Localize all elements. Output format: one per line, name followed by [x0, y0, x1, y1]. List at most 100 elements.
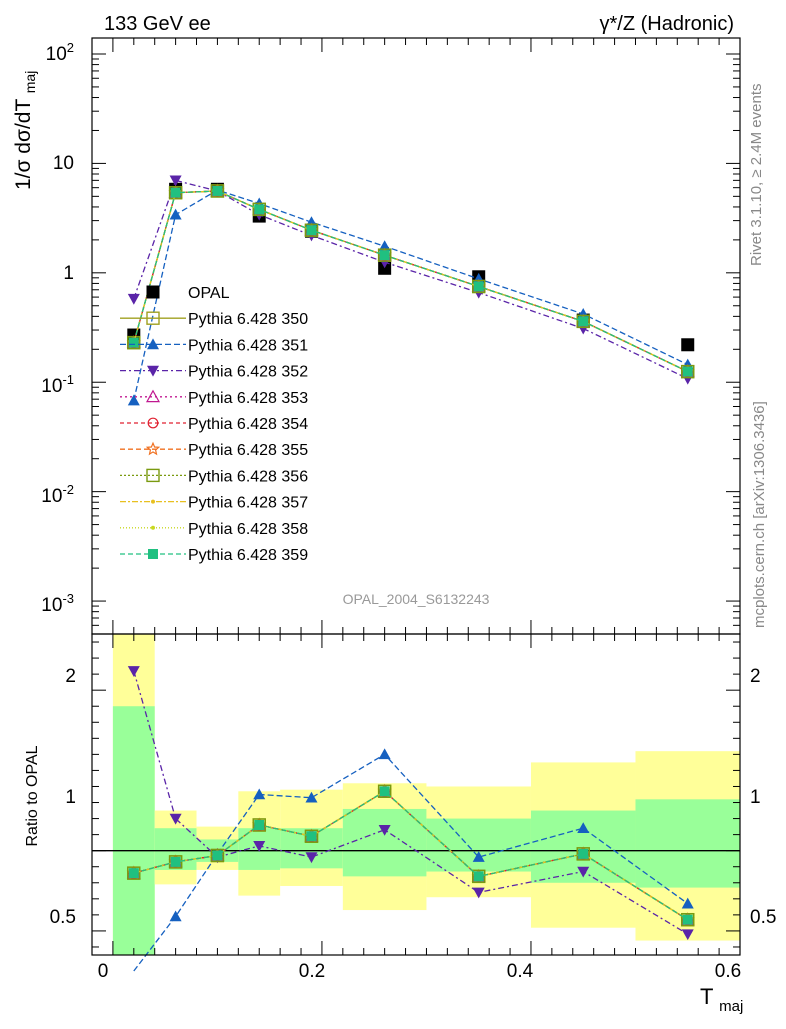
ytick-1e-3-exp: -3 [62, 591, 74, 606]
ratio-point-2-8 [681, 929, 694, 941]
ratio-line-1 [133, 753, 689, 972]
xlabel-sub: maj [719, 998, 743, 1015]
ratio-y-ticklabels: 0.5 1 2 0.5 1 2 [50, 666, 777, 928]
ytick-1e-1-base: 10 [41, 376, 62, 397]
ratio-ylabel: Ratio to OPAL [24, 745, 41, 846]
main-ylabel-main: 1/σ dσ/dT [12, 99, 35, 190]
main-point-7-5 [377, 248, 392, 262]
main-frame [91, 37, 741, 635]
ratio-point-9-6 [473, 871, 484, 882]
main-point-7-8 [681, 364, 695, 379]
ratio-point-9-4 [306, 831, 317, 842]
rtick-right-2: 2 [750, 666, 761, 687]
ratio-line-2 [133, 670, 689, 935]
ratio-point-1-1 [169, 910, 182, 922]
main-point-2-7 [577, 308, 590, 319]
ratio-point-6-2 [210, 848, 225, 863]
main-ylabel: 1/σ dσ/dT maj [12, 71, 38, 190]
rtick-right-0.5: 0.5 [750, 907, 776, 928]
ytick-1e-3: 10-3 [41, 591, 74, 616]
ratio-frame [91, 633, 741, 956]
ratio-point-6-1 [168, 855, 183, 869]
ratio-point-1-5 [378, 748, 391, 760]
ratio-point-6-5 [377, 784, 392, 798]
ratio-panel [92, 634, 740, 972]
legend-label-0: OPAL [188, 285, 230, 302]
ratio-point-1-3 [253, 788, 266, 800]
ytick-1e-2-base: 10 [41, 486, 62, 507]
main-point-3-1 [169, 175, 182, 187]
legend-marker-5 [147, 417, 159, 429]
main-point-10-1 [170, 187, 181, 198]
analysis-watermark: OPAL_2004_S6132243 [343, 591, 490, 607]
ytick-1e-1-exp: -1 [62, 372, 74, 387]
ratio-point-9-2 [212, 850, 223, 861]
main-point-7-4 [304, 223, 319, 237]
ratio-point-6-4 [304, 829, 319, 843]
ratio-point-6-3 [252, 818, 266, 832]
main-point-7-3 [252, 202, 266, 217]
legend-label-9: Pythia 6.428 358 [188, 521, 308, 538]
ytick-1e-2-exp: -2 [62, 482, 74, 497]
main-point-10-7 [578, 316, 589, 327]
ratio-point-9-1 [170, 856, 181, 867]
ratio-point-2-1 [169, 813, 182, 825]
main-line-3 [133, 179, 688, 380]
ratio-point-2-6 [472, 887, 485, 899]
ratio-point-6-7 [576, 847, 590, 861]
legend-label-10: Pythia 6.428 359 [188, 547, 308, 564]
ratio-point-1-7 [577, 822, 590, 834]
ytick-10: 10 [53, 153, 74, 174]
xlabel: T maj [700, 984, 743, 1015]
main-point-10-2 [212, 185, 223, 196]
xtick-0.6: 0.6 [715, 961, 741, 982]
ytick-1e-3-base: 10 [41, 595, 62, 616]
ratio-point-2-7 [577, 866, 590, 878]
ratio-point-2-0 [127, 666, 140, 677]
main-point-10-3 [254, 204, 265, 215]
main-point-10-5 [379, 250, 390, 261]
ratio-point-6-6 [472, 869, 486, 884]
main-point-10-4 [306, 225, 317, 236]
xtick-0.2: 0.2 [299, 961, 325, 982]
main-panel [126, 175, 695, 406]
main-point-7-7 [576, 314, 590, 329]
ratio-point-1-4 [305, 791, 318, 803]
legend-label-7: Pythia 6.428 356 [188, 468, 308, 485]
ytick-1e-1: 10-1 [41, 372, 74, 397]
ratio-point-6-0 [127, 866, 141, 880]
xtick-0.4: 0.4 [507, 961, 534, 982]
rtick-left-2: 2 [65, 666, 76, 687]
main-point-2-0 [127, 394, 140, 406]
legend-marker-3 [147, 365, 159, 377]
main-point-7-0 [127, 335, 141, 350]
ratio-point-2-3 [253, 841, 266, 852]
legend-marker-10 [148, 549, 158, 559]
axis-ticks [92, 38, 741, 955]
main-point-7-2 [210, 184, 225, 198]
legend-marker-2 [147, 338, 159, 350]
main-line-9 [133, 190, 688, 373]
legend-marker-1 [146, 311, 160, 325]
ratio-point-6-8 [681, 912, 695, 927]
legend-marker-0 [146, 285, 160, 299]
ratio-point-1-8 [681, 897, 694, 909]
ytick-1e-2: 10-2 [41, 482, 74, 507]
mcplots-note: mcplots.cern.ch [arXiv:1306.3436] [751, 401, 768, 628]
legend-label-5: Pythia 6.428 354 [188, 416, 308, 433]
inner-band-5 [342, 808, 427, 877]
legend-marker-6 [145, 441, 161, 456]
ytick-1e2: 102 [46, 40, 74, 65]
ratio-line-9 [133, 790, 689, 921]
main-point-10-0 [128, 337, 139, 348]
ytick-1: 1 [63, 263, 74, 284]
legend-label-3: Pythia 6.428 352 [188, 364, 308, 381]
ytick-1e2-exp: 2 [67, 40, 74, 55]
legend-label-6: Pythia 6.428 355 [188, 442, 308, 459]
inner-band-8 [635, 799, 740, 888]
ratio-point-9-3 [254, 819, 265, 830]
legend-label-2: Pythia 6.428 351 [188, 337, 308, 354]
ratio-point-2-5 [378, 825, 391, 836]
ratio-point-9-8 [682, 914, 693, 925]
